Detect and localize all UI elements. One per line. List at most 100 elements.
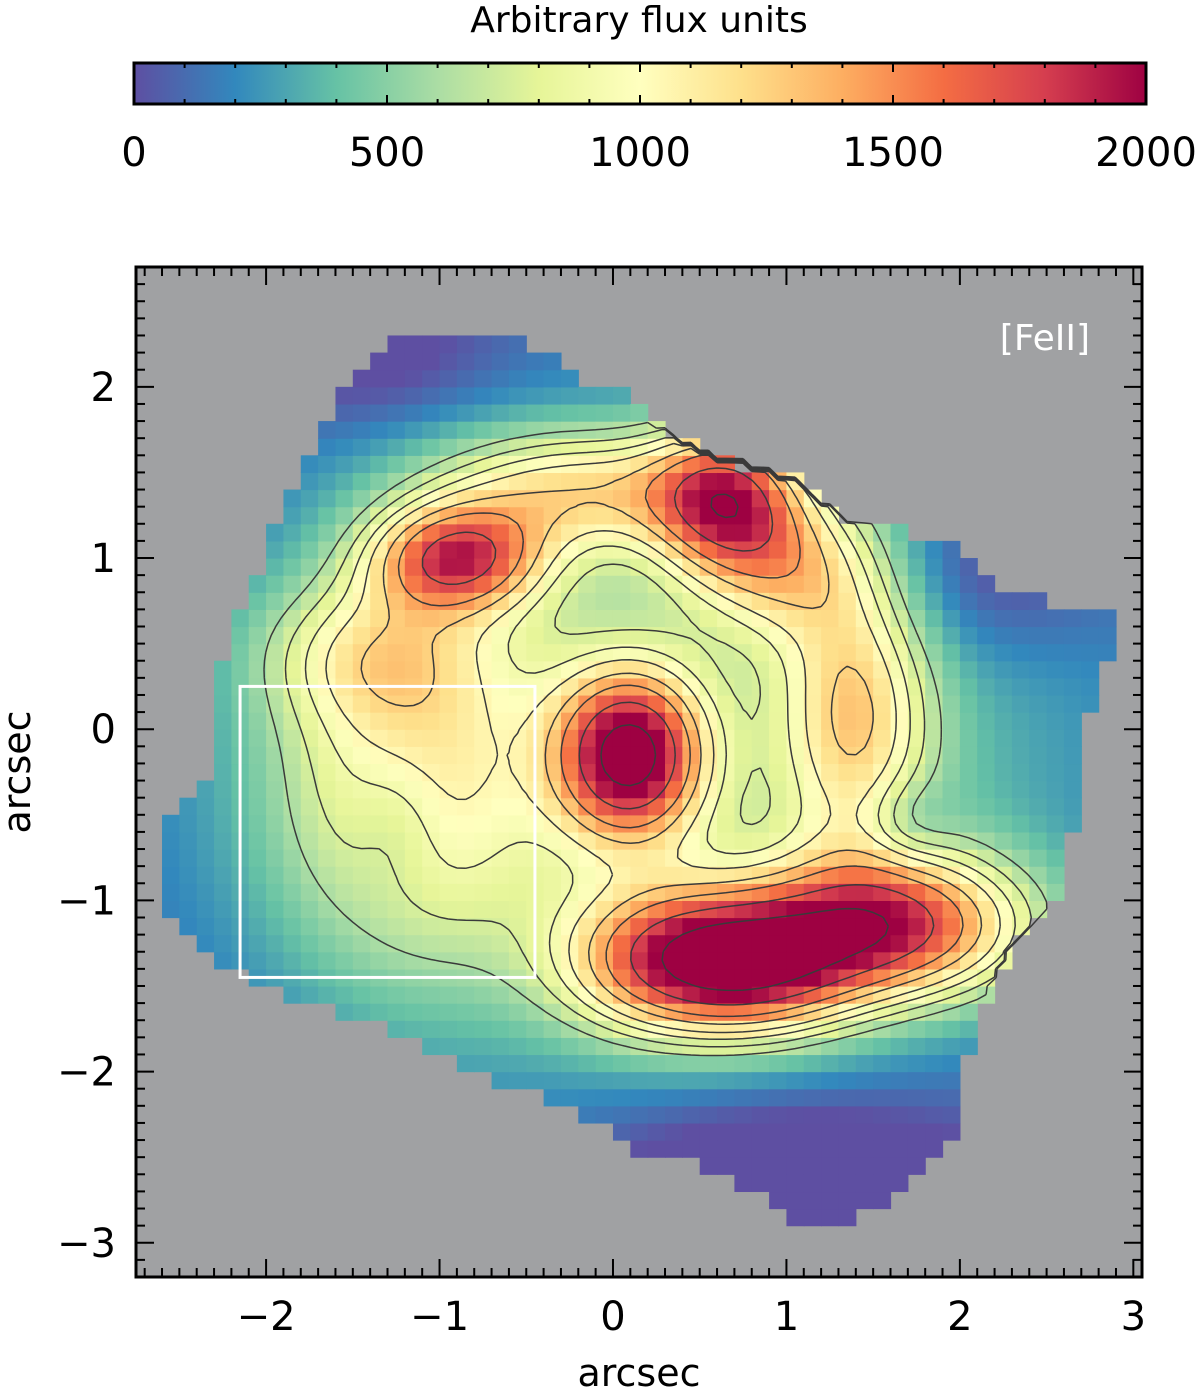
flux-pixel (196, 917, 215, 936)
flux-pixel (595, 592, 614, 610)
flux-pixel (838, 592, 857, 610)
flux-pixel (717, 523, 735, 542)
flux-pixel (942, 660, 961, 679)
flux-pixel (1029, 660, 1048, 679)
flux-pixel (907, 626, 926, 645)
flux-pixel (769, 1122, 788, 1141)
flux-pixel (560, 660, 579, 679)
flux-pixel (682, 472, 701, 491)
flux-pixel (543, 1054, 562, 1073)
flux-pixel (803, 934, 822, 953)
flux-pixel (977, 900, 996, 919)
flux-pixel (560, 540, 579, 559)
flux-pixel (422, 729, 441, 747)
flux-pixel (751, 1122, 770, 1141)
flux-pixel (803, 1140, 822, 1158)
flux-pixel (578, 403, 597, 422)
flux-pixel (474, 1020, 493, 1038)
flux-pixel (491, 1054, 510, 1073)
flux-pixel (335, 797, 354, 816)
flux-pixel (699, 849, 718, 867)
flux-pixel (717, 934, 735, 953)
flux-pixel (335, 985, 354, 1004)
flux-pixel (855, 951, 874, 970)
flux-pixel (925, 575, 944, 593)
flux-pixel (699, 814, 718, 833)
flux-pixel (196, 831, 215, 850)
flux-pixel (231, 660, 250, 679)
flux-pixel (474, 1037, 493, 1056)
flux-pixel (214, 934, 232, 953)
flux-pixel (491, 506, 510, 525)
flux-pixel (335, 472, 354, 491)
flux-pixel (647, 643, 666, 662)
flux-pixel (526, 609, 545, 628)
flux-pixel (977, 763, 996, 782)
flux-pixel (543, 472, 562, 491)
flux-pixel (682, 1105, 701, 1124)
flux-pixel (214, 883, 232, 901)
flux-pixel (907, 934, 926, 953)
flux-pixel (925, 1140, 944, 1158)
flux-pixel (422, 763, 441, 782)
flux-pixel (630, 540, 649, 559)
flux-pixel (404, 455, 423, 474)
flux-pixel (1029, 643, 1048, 662)
flux-pixel (387, 335, 406, 354)
flux-pixel (283, 985, 302, 1004)
flux-pixel (578, 558, 597, 576)
flux-pixel (647, 592, 666, 610)
flux-pixel (1011, 712, 1030, 730)
flux-pixel (266, 780, 285, 799)
flux-pixel (959, 1037, 978, 1056)
flux-pixel (231, 643, 250, 662)
flux-pixel (318, 866, 337, 884)
flux-pixel (474, 575, 493, 593)
flux-pixel (335, 386, 354, 405)
flux-pixel (734, 1122, 753, 1141)
y-tick-label: −1 (57, 878, 116, 924)
flux-pixel (665, 1003, 683, 1021)
flux-pixel (612, 883, 631, 901)
flux-pixel (647, 558, 666, 576)
flux-pixel (248, 917, 267, 936)
flux-pixel (890, 900, 909, 919)
flux-pixel (439, 421, 458, 439)
flux-pixel (318, 849, 337, 867)
flux-pixel (647, 746, 666, 765)
flux-pixel (959, 712, 978, 730)
flux-pixel (578, 626, 597, 645)
flux-pixel (352, 1003, 371, 1021)
flux-pixel (1011, 763, 1030, 782)
flux-pixel (526, 558, 545, 576)
flux-pixel (734, 814, 753, 833)
flux-pixel (439, 763, 458, 782)
flux-pixel (439, 1020, 458, 1038)
flux-pixel (699, 1157, 718, 1175)
flux-pixel (925, 985, 944, 1004)
flux-pixel (214, 866, 232, 884)
flux-pixel (1046, 609, 1065, 628)
flux-pixel (387, 866, 406, 884)
flux-pixel (196, 780, 215, 799)
flux-pixel (283, 849, 302, 867)
flux-pixel (248, 746, 267, 765)
flux-pixel (335, 592, 354, 610)
flux-pixel (422, 455, 441, 474)
flux-pixel (300, 455, 319, 474)
flux-pixel (526, 1020, 545, 1038)
flux-pixel (942, 1003, 961, 1021)
colorbar-tick-labels: 0 500 1000 1500 2000 (121, 130, 1197, 176)
flux-pixel (404, 540, 423, 559)
flux-pixel (318, 934, 337, 953)
flux-pixel (387, 883, 406, 901)
flux-pixel (560, 558, 579, 576)
flux-pixel (821, 643, 840, 662)
flux-pixel (266, 643, 285, 662)
contour-line (421, 467, 935, 1006)
flux-pixel (1081, 609, 1100, 628)
flux-pixel (456, 694, 475, 713)
flux-pixel (335, 849, 354, 867)
flux-pixel (404, 934, 423, 953)
flux-pixel (907, 1088, 926, 1107)
